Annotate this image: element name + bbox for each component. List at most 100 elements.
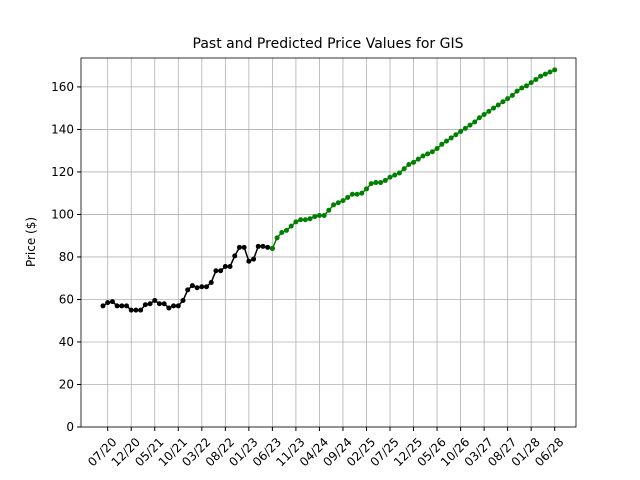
point xyxy=(500,99,506,105)
point xyxy=(142,302,148,308)
point xyxy=(222,264,228,270)
point xyxy=(406,161,412,167)
point xyxy=(180,298,186,304)
point xyxy=(448,135,454,141)
point xyxy=(251,256,257,262)
point xyxy=(462,125,468,131)
point xyxy=(204,284,210,290)
point xyxy=(523,83,529,89)
point xyxy=(298,217,304,223)
point xyxy=(340,198,346,204)
point xyxy=(105,300,111,306)
y-tick-label: 20 xyxy=(59,377,74,391)
y-tick-label: 160 xyxy=(51,80,74,94)
point xyxy=(293,219,299,225)
point xyxy=(288,223,294,229)
point xyxy=(547,69,553,75)
point xyxy=(491,105,497,111)
point xyxy=(199,284,205,290)
point xyxy=(453,132,459,138)
y-tick-label: 60 xyxy=(59,292,74,306)
point xyxy=(476,115,482,121)
point xyxy=(114,303,120,309)
point xyxy=(349,191,355,197)
point xyxy=(415,156,421,162)
point xyxy=(425,151,431,157)
point xyxy=(363,186,369,192)
point xyxy=(368,181,374,187)
point xyxy=(505,96,511,102)
point xyxy=(152,298,158,304)
point xyxy=(279,230,285,236)
point xyxy=(542,71,548,77)
point xyxy=(119,303,125,309)
point xyxy=(411,159,417,165)
point xyxy=(269,245,275,251)
point xyxy=(458,129,464,135)
point xyxy=(138,307,144,313)
point xyxy=(429,149,435,155)
point xyxy=(147,301,153,307)
point xyxy=(495,102,501,108)
point xyxy=(378,180,384,186)
point xyxy=(218,268,224,274)
point xyxy=(232,253,238,259)
point xyxy=(359,190,365,196)
point xyxy=(335,200,341,206)
y-tick-label: 100 xyxy=(51,207,74,221)
point xyxy=(124,303,130,309)
point xyxy=(302,217,308,223)
point xyxy=(316,213,322,219)
point xyxy=(213,268,219,274)
point xyxy=(396,170,402,176)
point xyxy=(128,307,134,313)
point xyxy=(246,258,252,264)
point xyxy=(185,287,191,293)
y-tick-label: 80 xyxy=(59,250,74,264)
point xyxy=(533,76,539,82)
point xyxy=(109,299,115,305)
point xyxy=(241,244,247,250)
y-tick-label: 120 xyxy=(51,165,74,179)
point xyxy=(434,146,440,152)
point xyxy=(467,122,473,128)
point xyxy=(552,67,558,73)
point xyxy=(387,174,393,180)
point xyxy=(274,235,280,241)
point xyxy=(189,283,195,289)
chart-title: Past and Predicted Price Values for GIS xyxy=(193,36,464,52)
point xyxy=(538,73,544,79)
point xyxy=(373,180,379,186)
point xyxy=(133,307,139,313)
point xyxy=(260,243,266,249)
point xyxy=(354,191,360,197)
series-line xyxy=(102,245,273,311)
point xyxy=(321,213,327,219)
point xyxy=(481,112,487,118)
point xyxy=(284,227,290,233)
point xyxy=(166,305,172,311)
point xyxy=(420,153,426,159)
y-axis-label: Price ($) xyxy=(24,217,38,267)
point xyxy=(392,172,398,178)
point xyxy=(312,214,318,220)
point xyxy=(519,85,525,91)
point xyxy=(208,279,214,285)
y-tick-label: 0 xyxy=(66,420,74,434)
point xyxy=(401,166,407,172)
point xyxy=(236,244,242,250)
plot-frame xyxy=(80,57,577,428)
point xyxy=(100,303,106,309)
point xyxy=(171,303,177,309)
y-tick-label: 140 xyxy=(51,122,74,136)
point xyxy=(255,243,261,249)
point xyxy=(472,119,478,125)
point xyxy=(345,194,351,200)
point xyxy=(227,264,233,270)
point xyxy=(156,301,162,307)
point xyxy=(194,285,200,291)
y-tick-label: 40 xyxy=(59,335,74,349)
point xyxy=(486,108,492,114)
